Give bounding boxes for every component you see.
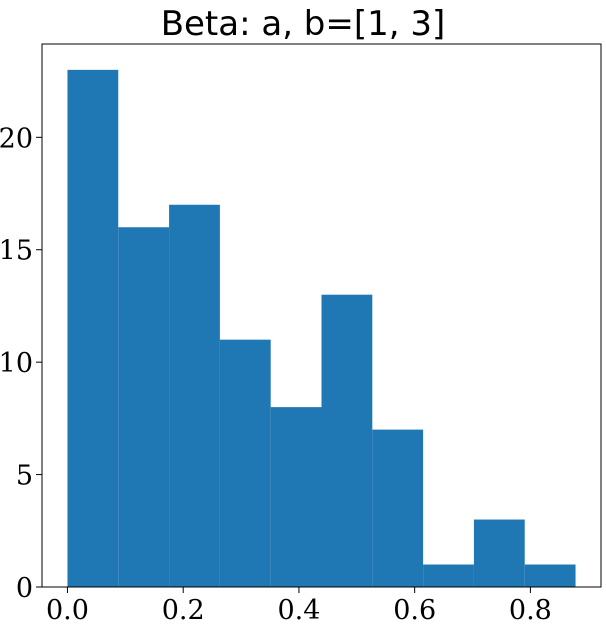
y-tick-label: 10: [0, 348, 33, 379]
x-tick-label: 0.0: [46, 595, 89, 626]
histogram-bar: [372, 429, 424, 587]
y-tick-label: 15: [0, 236, 33, 267]
histogram-bar: [270, 407, 322, 587]
y-tick-label: 20: [0, 123, 33, 154]
histogram-bar: [219, 339, 271, 587]
axes-frame: [41, 43, 602, 588]
histogram-bar: [67, 69, 119, 588]
histogram-bar: [321, 294, 373, 587]
y-tick-label: 5: [16, 461, 33, 492]
x-axis: 0.0 0.2 0.4 0.6 0.8: [46, 587, 552, 626]
x-tick-label: 0.4: [277, 595, 320, 626]
histogram-bar: [473, 519, 525, 587]
y-tick-label: 0: [16, 573, 33, 604]
histogram-bar: [118, 227, 170, 587]
histogram-bar: [169, 204, 220, 587]
y-axis: 0 5 10 15 20: [0, 123, 42, 604]
histogram-bar: [524, 564, 576, 587]
histogram-bars: [67, 69, 576, 588]
chart-title: Beta: a, b=[1, 3]: [160, 4, 446, 44]
x-tick-label: 0.8: [509, 595, 552, 626]
x-tick-label: 0.2: [162, 595, 205, 626]
histogram-bar: [423, 564, 474, 587]
x-tick-label: 0.6: [393, 595, 436, 626]
